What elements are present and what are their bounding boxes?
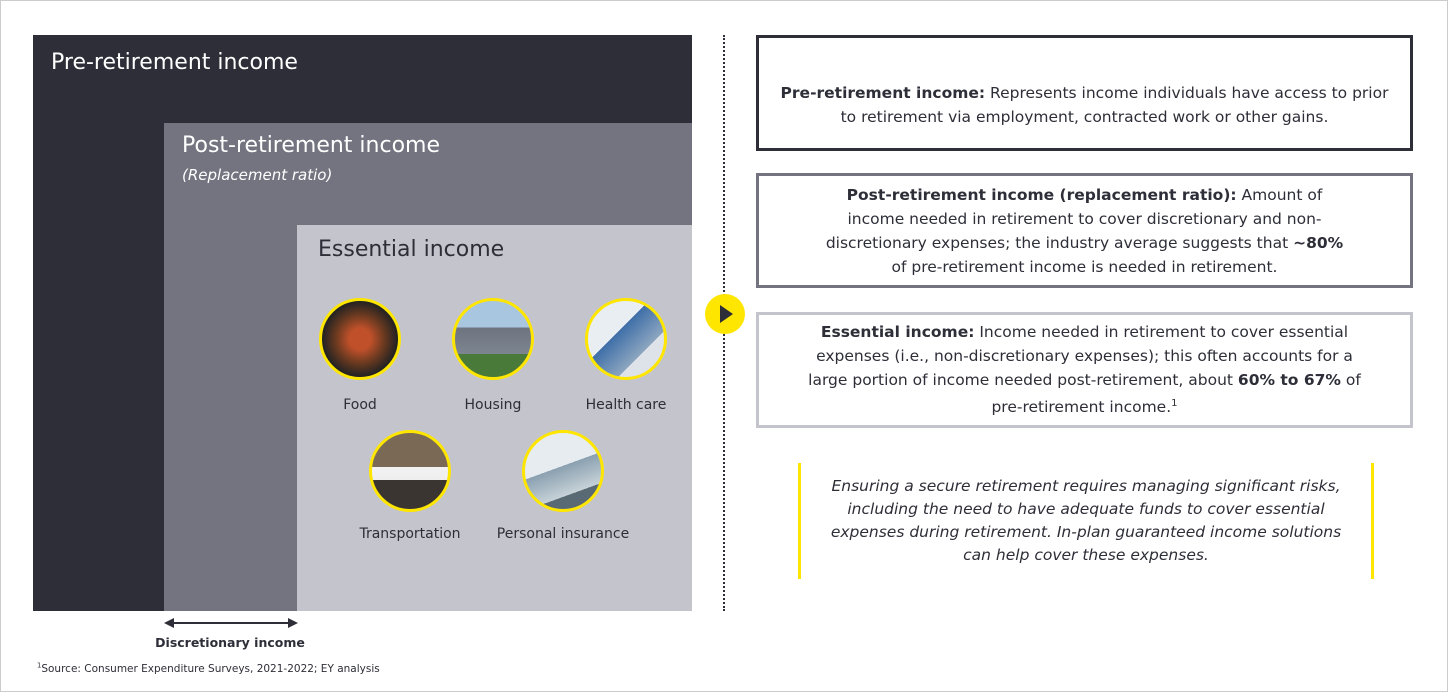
item-label: Transportation — [359, 526, 461, 542]
text-run: Source: Consumer Expenditure Surveys, 20… — [41, 662, 380, 675]
text-run: 1 — [37, 661, 42, 669]
item-label: Food — [343, 397, 377, 413]
essential-box — [297, 225, 692, 611]
essential-title: Essential income — [318, 237, 505, 262]
info-box: Post-retirement income (replacement rati… — [756, 173, 1413, 288]
transport-icon — [369, 430, 451, 512]
item-label: Personal insurance — [496, 526, 630, 542]
food-icon — [319, 298, 401, 380]
text-run: 60% to 67% — [1237, 371, 1341, 390]
discretionary-arrow — [164, 618, 298, 628]
insurance-icon — [522, 430, 604, 512]
text: Pre-retirement income: Represents income… — [773, 81, 1396, 129]
quote: Ensuring a secure retirement requires ma… — [798, 463, 1374, 579]
text-run: Post-retirement income (replacement rati… — [846, 185, 1237, 204]
post-title: Post-retirement income — [182, 133, 441, 158]
text: Essential income: Income needed in retir… — [799, 320, 1370, 419]
quote-text: Ensuring a secure retirement requires ma… — [830, 477, 1342, 564]
text-run: 1 — [1171, 398, 1178, 410]
text-run: of pre-retirement income. — [991, 371, 1361, 417]
arrow-icon — [705, 294, 745, 334]
text-run: of pre-retirement income is needed in re… — [891, 257, 1278, 276]
health-icon — [585, 298, 667, 380]
text-run: ~80% — [1293, 233, 1344, 252]
text: Post-retirement income (replacement rati… — [819, 183, 1350, 279]
text-run: Pre-retirement income: — [780, 84, 986, 102]
housing-icon — [452, 298, 534, 380]
footnote: 1Source: Consumer Expenditure Surveys, 2… — [37, 661, 380, 675]
text-run: Amount of income needed in retirement to… — [825, 185, 1323, 252]
info-box: Pre-retirement income: Represents income… — [756, 35, 1413, 151]
info-box: Essential income: Income needed in retir… — [756, 312, 1413, 428]
item-label: Health care — [585, 397, 667, 413]
text-run: Represents income individuals have acces… — [840, 84, 1389, 126]
post-subtitle: (Replacement ratio) — [182, 166, 333, 184]
text: 1Source: Consumer Expenditure Surveys, 2… — [37, 661, 380, 675]
pre-title: Pre-retirement income — [51, 50, 298, 75]
item-label: Housing — [464, 397, 522, 413]
discretionary-label: Discretionary income — [155, 635, 305, 650]
text-run: Income needed in retirement to cover ess… — [808, 323, 1353, 390]
text-run: Essential income: — [820, 323, 975, 342]
